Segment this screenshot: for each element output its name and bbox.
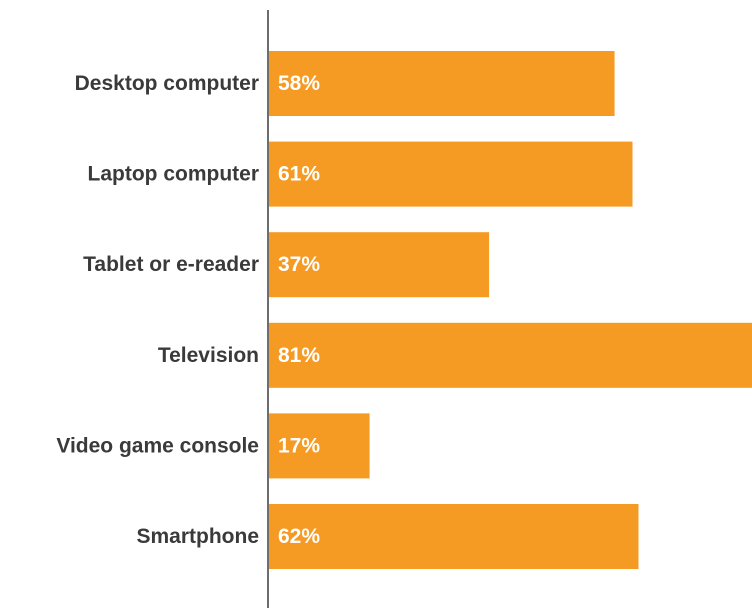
bar-video-game-console bbox=[268, 413, 370, 479]
bar-smartphone bbox=[268, 504, 639, 569]
category-label-desktop-computer: Desktop computer bbox=[75, 72, 259, 95]
value-label-television: 81% bbox=[278, 344, 320, 367]
bar-tablet-or-e-reader bbox=[268, 232, 490, 298]
value-label-video-game-console: 17% bbox=[278, 434, 320, 457]
category-label-smartphone: Smartphone bbox=[136, 525, 259, 548]
category-label-laptop-computer: Laptop computer bbox=[88, 163, 260, 186]
category-label-tablet-or-e-reader: Tablet or e-reader bbox=[83, 253, 259, 276]
bar-laptop-computer bbox=[268, 141, 633, 207]
bar-television bbox=[268, 322, 752, 388]
labels-layer: Desktop computer 58% Laptop computer 61% Tab… bbox=[56, 72, 320, 548]
value-label-tablet-or-e-reader: 37% bbox=[278, 253, 320, 276]
bar-desktop-computer bbox=[268, 51, 615, 116]
value-label-smartphone: 62% bbox=[278, 525, 320, 548]
bars-layer bbox=[268, 51, 752, 569]
value-label-desktop-computer: 58% bbox=[278, 72, 320, 95]
category-label-video-game-console: Video game console bbox=[56, 434, 259, 457]
category-label-television: Television bbox=[158, 344, 259, 367]
value-label-laptop-computer: 61% bbox=[278, 163, 320, 186]
